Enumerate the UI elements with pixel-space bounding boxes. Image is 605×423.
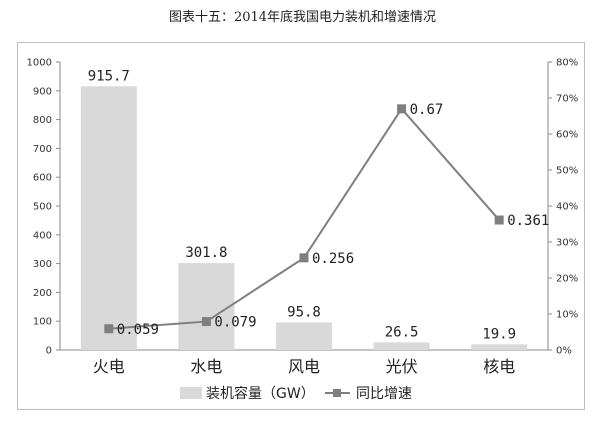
left-axis-tick-label: 700 [33,144,52,155]
left-axis-tick-label: 500 [33,202,52,213]
chart-frame [17,42,585,410]
line-series: 0.059 0.079 0.256 0.67 0.361 [104,102,549,338]
bar [373,342,430,350]
right-axis-tick-label: 30% [556,238,578,249]
bar-value-label: 19.9 [482,326,516,342]
bar-value-label: 26.5 [385,324,419,340]
bar-value-label: 301.8 [185,245,227,261]
growth-point-label: 0.059 [117,322,159,338]
bar-value-label: 915.7 [88,68,130,84]
right-axis-tick-label: 50% [556,166,578,177]
legend-bar-swatch [180,387,202,399]
left-axis-tick-label: 800 [33,115,52,126]
bar-labels: 915.7 301.8 95.8 26.5 19.9 [88,68,516,342]
bar [471,344,528,350]
category-label: 风电 [288,357,320,376]
right-axis-tick-label: 70% [556,94,578,105]
right-axis-tick-label: 20% [556,274,578,285]
bar [276,322,332,350]
right-axis-tick-label: 0% [556,346,572,357]
legend-bar-label: 装机容量（GW） [206,385,315,402]
chart-title: 图表十五：2014年底我国电力装机和增速情况 [168,10,437,25]
growth-point-label: 0.079 [214,315,256,331]
legend: 装机容量（GW） 同比增速 [180,385,412,402]
growth-point-label: 0.67 [410,102,444,118]
category-label: 光伏 [386,357,418,376]
left-axis-tick-label: 1000 [27,58,52,69]
category-label: 火电 [93,357,125,376]
left-axis-tick-label: 900 [33,86,52,97]
left-axis-tick-label: 0 [46,346,52,357]
left-axis-tick-label: 600 [33,173,52,184]
left-axis-tick-label: 200 [33,288,52,299]
right-axis-tick-label: 80% [556,58,578,69]
growth-point [397,104,407,114]
growth-point-label: 0.256 [312,251,354,267]
left-axis-tick-label: 300 [33,259,52,270]
growth-line [108,107,500,330]
right-axis-tick-label: 40% [556,202,578,213]
growth-point [201,317,211,327]
bar [80,86,137,351]
left-axis-tick-label: 400 [33,230,52,241]
right-axis: 0% 10% 20% 30% 40% 50% 60% 70% 80% [547,58,578,357]
right-axis-tick-label: 60% [556,130,578,141]
category-label: 核电 [483,357,515,376]
growth-point [104,324,114,334]
right-axis-tick-label: 10% [556,310,578,321]
growth-point-label: 0.361 [507,213,549,229]
category-labels: 火电 水电 风电 光伏 核电 [93,357,515,376]
legend-line-label: 同比增速 [356,386,412,402]
bar-series [80,86,528,351]
left-axis: 0 100 200 300 400 500 600 700 800 900 1000 [27,58,548,357]
category-label: 水电 [190,357,222,376]
legend-line-marker [333,389,341,397]
growth-point [299,253,309,263]
bar [178,263,235,350]
growth-point [494,215,504,225]
left-axis-tick-label: 100 [33,317,52,328]
bar-value-label: 95.8 [287,304,321,320]
